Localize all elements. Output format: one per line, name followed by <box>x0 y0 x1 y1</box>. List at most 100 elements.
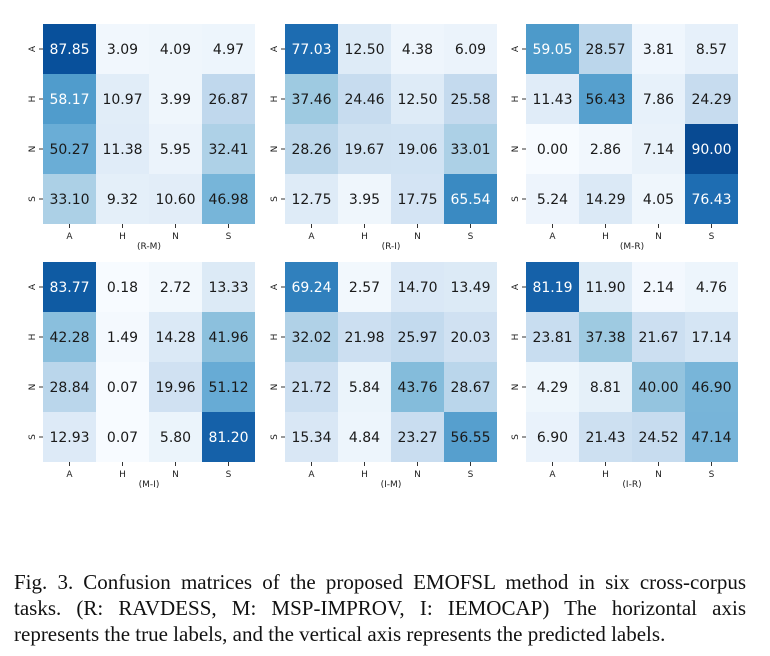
heatmap-cell <box>96 174 149 224</box>
cell-value-label: 43.76 <box>397 380 437 396</box>
heatmap-cell <box>391 312 444 362</box>
heatmap-xlabel: (M-R) <box>620 242 644 252</box>
heatmap-cell <box>96 362 149 412</box>
y-tick-label: H <box>28 334 38 341</box>
y-tick-label: A <box>28 283 38 290</box>
x-tick-label: S <box>709 470 715 480</box>
y-tick-label: N <box>270 146 280 153</box>
cell-value-label: 12.50 <box>397 92 437 108</box>
cell-value-label: 4.09 <box>160 42 191 58</box>
cell-value-label: 14.70 <box>397 280 437 296</box>
heatmap-cell <box>43 174 96 224</box>
y-tick-label: S <box>270 434 280 440</box>
heatmap-cell <box>285 262 338 312</box>
heatmap-cell <box>96 74 149 124</box>
heatmap-cell <box>391 124 444 174</box>
heatmap-cell <box>202 412 255 462</box>
cell-value-label: 76.43 <box>691 192 731 208</box>
x-tick-label: N <box>414 232 421 242</box>
cell-value-label: 77.03 <box>291 42 331 58</box>
heatmap-cell <box>685 124 738 174</box>
cell-value-label: 19.96 <box>155 380 195 396</box>
cell-value-label: 40.00 <box>638 380 678 396</box>
x-tick-label: S <box>226 232 232 242</box>
heatmap-cell <box>338 174 391 224</box>
heatmap-cell <box>632 74 685 124</box>
heatmap-cell <box>579 412 632 462</box>
y-tick-label: H <box>270 334 280 341</box>
cell-value-label: 65.54 <box>450 192 490 208</box>
cell-value-label: 11.90 <box>585 280 625 296</box>
heatmap-cell <box>202 362 255 412</box>
cell-value-label: 1.49 <box>107 330 138 346</box>
heatmap-xlabel: (I-R) <box>622 480 641 490</box>
cell-value-label: 12.75 <box>291 192 331 208</box>
heatmap-cell <box>685 412 738 462</box>
x-tick-label: S <box>468 470 474 480</box>
cell-value-label: 24.52 <box>638 430 678 446</box>
cell-value-label: 17.75 <box>397 192 437 208</box>
figure-caption: Fig. 3. Confusion matrices of the propose… <box>14 569 746 647</box>
heatmap-cell <box>444 174 497 224</box>
cell-value-label: 23.27 <box>397 430 437 446</box>
cell-value-label: 21.67 <box>638 330 678 346</box>
cell-value-label: 0.00 <box>537 142 568 158</box>
cell-value-label: 13.33 <box>208 280 248 296</box>
heatmap-cell <box>338 312 391 362</box>
cell-value-label: 4.29 <box>537 380 568 396</box>
heatmap-cell <box>579 174 632 224</box>
x-tick-label: A <box>549 470 556 480</box>
heatmap-cell <box>391 74 444 124</box>
heatmap-cell <box>444 312 497 362</box>
cell-value-label: 12.93 <box>49 430 89 446</box>
cell-value-label: 8.81 <box>590 380 621 396</box>
heatmap-cell <box>96 262 149 312</box>
heatmap-cell <box>202 124 255 174</box>
heatmap-cell <box>526 24 579 74</box>
cell-value-label: 5.80 <box>160 430 191 446</box>
heatmap-cell <box>43 24 96 74</box>
heatmap-cell <box>685 174 738 224</box>
cell-value-label: 12.50 <box>344 42 384 58</box>
heatmap-cell <box>685 24 738 74</box>
x-tick-label: H <box>602 470 609 480</box>
heatmap-cell <box>96 124 149 174</box>
heatmap-cell <box>338 412 391 462</box>
heatmap-cell <box>632 124 685 174</box>
heatmap-cell <box>526 74 579 124</box>
cell-value-label: 11.38 <box>102 142 142 158</box>
heatmap-cell <box>632 362 685 412</box>
heatmap-cell <box>391 262 444 312</box>
heatmap-cell <box>149 124 202 174</box>
cell-value-label: 87.85 <box>49 42 89 58</box>
heatmap-cell <box>526 362 579 412</box>
heatmap-cell <box>526 124 579 174</box>
heatmap-cell <box>285 174 338 224</box>
cell-value-label: 24.29 <box>691 92 731 108</box>
heatmap-cell <box>285 362 338 412</box>
heatmap-cell <box>526 312 579 362</box>
cell-value-label: 83.77 <box>49 280 89 296</box>
cell-value-label: 42.28 <box>49 330 89 346</box>
heatmap-cell <box>202 74 255 124</box>
cell-value-label: 10.97 <box>102 92 142 108</box>
y-tick-label: A <box>270 283 280 290</box>
cell-value-label: 4.97 <box>213 42 244 58</box>
confusion-matrix-figure: 87.85 3.09 4.09 4.97 58.17 10.97 3.99 26.87 50.2… <box>28 24 738 490</box>
cell-value-label: 2.86 <box>590 142 621 158</box>
heatmap-cell <box>632 24 685 74</box>
heatmap-cell <box>149 312 202 362</box>
cell-value-label: 4.84 <box>349 430 380 446</box>
cell-value-label: 46.98 <box>208 192 248 208</box>
y-tick-label: N <box>270 384 280 391</box>
heatmap-cell <box>43 262 96 312</box>
heatmap-cell <box>685 74 738 124</box>
heatmap-cell <box>526 412 579 462</box>
cell-value-label: 9.32 <box>107 192 138 208</box>
heatmap-cell <box>579 74 632 124</box>
x-tick-label: A <box>308 232 315 242</box>
x-tick-label: N <box>655 470 662 480</box>
heatmap-cell <box>444 74 497 124</box>
cell-value-label: 56.43 <box>585 92 625 108</box>
heatmap-cell <box>391 24 444 74</box>
